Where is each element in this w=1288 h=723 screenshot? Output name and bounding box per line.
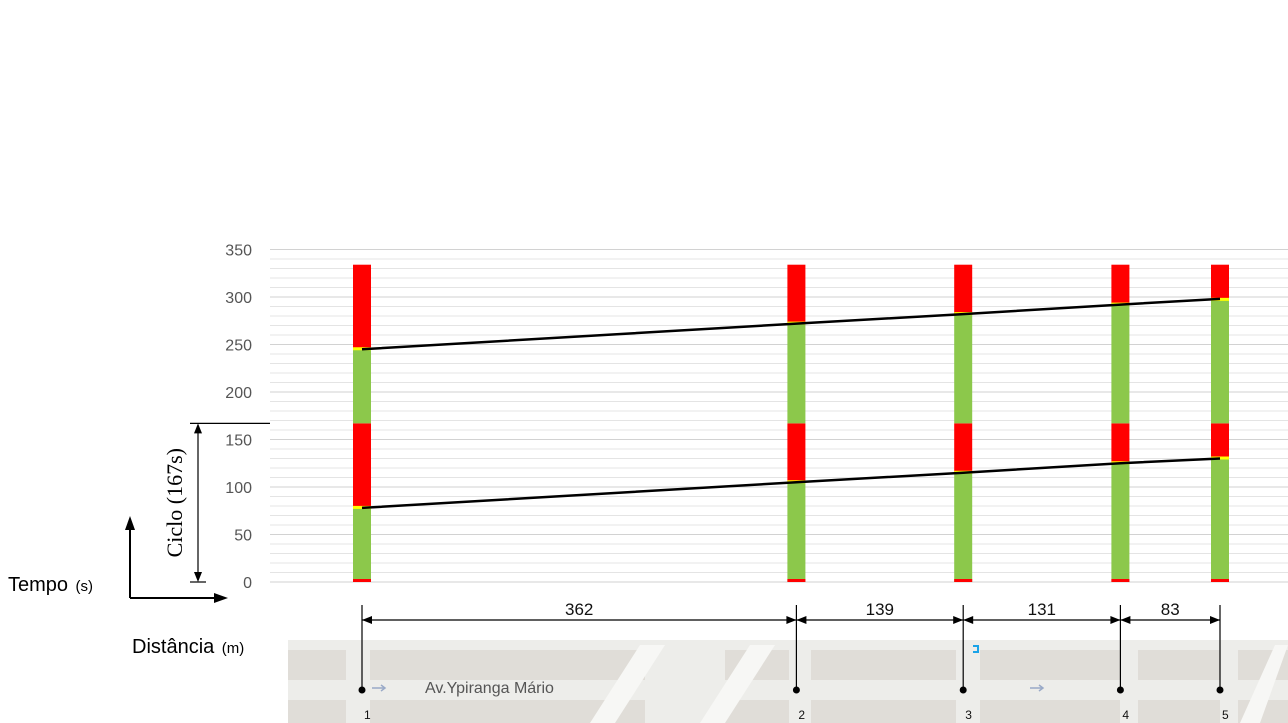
- y-tick-label: 150: [225, 433, 252, 450]
- intersection-label: 2: [798, 708, 805, 722]
- red-phase-bar: [787, 264, 806, 324]
- progression-band-line: [361, 457, 1221, 510]
- y-tick-label: 250: [225, 338, 252, 355]
- intersection-node: [792, 686, 800, 694]
- red-phase-bar: [1111, 423, 1130, 464]
- red-phase-bar: [1211, 423, 1229, 459]
- red-phase-bar: [353, 579, 371, 582]
- time-axis-label: Tempo (s): [8, 574, 93, 596]
- red-phase-bar: [954, 423, 973, 473]
- segment-distance-label: 362: [565, 600, 593, 619]
- time-axis-word: Tempo: [8, 574, 68, 596]
- map-marker-icon: [973, 645, 979, 653]
- cycle-label: Ciclo (167s): [162, 448, 187, 557]
- green-phase-bar: [1211, 458, 1229, 582]
- time-axis-unit: (s): [75, 578, 93, 595]
- segment-distance-label: 131: [1028, 600, 1056, 619]
- red-phase-bar: [353, 264, 371, 350]
- map-block: [370, 700, 645, 723]
- arrow-left-icon: [963, 616, 974, 624]
- arrow-up-icon: [125, 516, 135, 530]
- segment-distance-label: 83: [1161, 600, 1180, 619]
- direction-arrow-icon: [372, 684, 387, 692]
- arrow-left-icon: [362, 616, 372, 624]
- amber-phase-bar: [1211, 456, 1229, 460]
- map-block: [370, 650, 645, 680]
- green-phase-bar: [353, 349, 371, 424]
- map-block: [980, 650, 1120, 680]
- red-phase-bar: [954, 264, 973, 315]
- red-phase-bar: [1111, 579, 1130, 582]
- street-name: Av.Ypiranga Mário: [425, 680, 554, 697]
- intersection-node: [1116, 686, 1124, 694]
- signal-timing-bars: [353, 264, 1229, 582]
- distance-dimensions: 362 139 131 83: [361, 600, 1221, 690]
- cycle-arrow-down-icon: [194, 572, 202, 582]
- segment-distance-label: 139: [866, 600, 894, 619]
- intersection-node: [358, 686, 366, 694]
- intersection-label: 4: [1122, 708, 1129, 722]
- green-phase-bar: [954, 314, 973, 424]
- red-phase-bar: [787, 423, 806, 483]
- arrow-right-icon: [214, 593, 228, 603]
- y-tick-label: 50: [234, 528, 252, 545]
- green-phase-bar: [1111, 304, 1130, 424]
- arrow-right-icon: [1110, 616, 1121, 624]
- green-phase-bar: [954, 472, 973, 582]
- map-block: [288, 650, 346, 680]
- cycle-arrow-up-icon: [194, 423, 202, 434]
- green-phase-bar: [1211, 299, 1229, 424]
- green-phase-bar: [353, 507, 371, 582]
- map-block: [811, 650, 956, 680]
- arrow-left-icon: [796, 616, 807, 624]
- red-phase-bar: [1211, 264, 1229, 300]
- map-block: [811, 700, 956, 723]
- map-block: [1138, 650, 1220, 680]
- map-block: [288, 700, 346, 723]
- distance-axis-label: Distância (m): [132, 636, 244, 658]
- y-tick-label: 0: [243, 575, 252, 592]
- intersection-label: 3: [965, 708, 972, 722]
- red-phase-bar: [1211, 579, 1229, 582]
- y-axis-ticks: 0 50 100 150 200 250 300 350: [225, 243, 252, 593]
- green-phase-bar: [1111, 463, 1130, 582]
- street-map: Av.Ypiranga Mário: [288, 640, 1288, 723]
- progression-band-line: [361, 297, 1221, 351]
- arrow-left-icon: [1120, 616, 1131, 624]
- progression-bands: [361, 297, 1221, 510]
- map-diagonal-street: [1240, 645, 1288, 723]
- map-block: [980, 700, 1120, 723]
- intersection-label: 5: [1222, 708, 1229, 722]
- intersection-node: [1216, 686, 1224, 694]
- cycle-dimension: Ciclo (167s): [162, 422, 270, 583]
- map-block: [725, 700, 789, 723]
- y-tick-label: 300: [225, 290, 252, 307]
- intersection-node: [959, 686, 967, 694]
- chart-grid: [270, 249, 1288, 583]
- y-tick-label: 350: [225, 243, 252, 260]
- red-phase-bar: [787, 579, 806, 582]
- y-tick-label: 200: [225, 385, 252, 402]
- arrow-right-icon: [786, 616, 797, 624]
- arrow-right-icon: [953, 616, 964, 624]
- red-phase-bar: [353, 423, 371, 508]
- red-phase-bar: [954, 579, 973, 582]
- y-tick-label: 100: [225, 480, 252, 497]
- direction-arrow-icon: [1030, 684, 1045, 692]
- intersection-nodes: 1 2 3 4 5: [358, 686, 1229, 722]
- map-diagonal-street: [700, 645, 775, 723]
- arrow-right-icon: [1210, 616, 1220, 624]
- green-phase-bar: [787, 482, 806, 582]
- green-phase-bar: [787, 323, 806, 424]
- distance-axis-unit: (m): [222, 640, 245, 657]
- map-diagonal-street: [590, 645, 665, 723]
- axis-indicator: Tempo (s) Distância (m): [8, 516, 244, 658]
- distance-axis-word: Distância: [132, 636, 215, 658]
- intersection-label: 1: [364, 708, 371, 722]
- red-phase-bar: [1111, 264, 1130, 305]
- map-block: [1138, 700, 1220, 723]
